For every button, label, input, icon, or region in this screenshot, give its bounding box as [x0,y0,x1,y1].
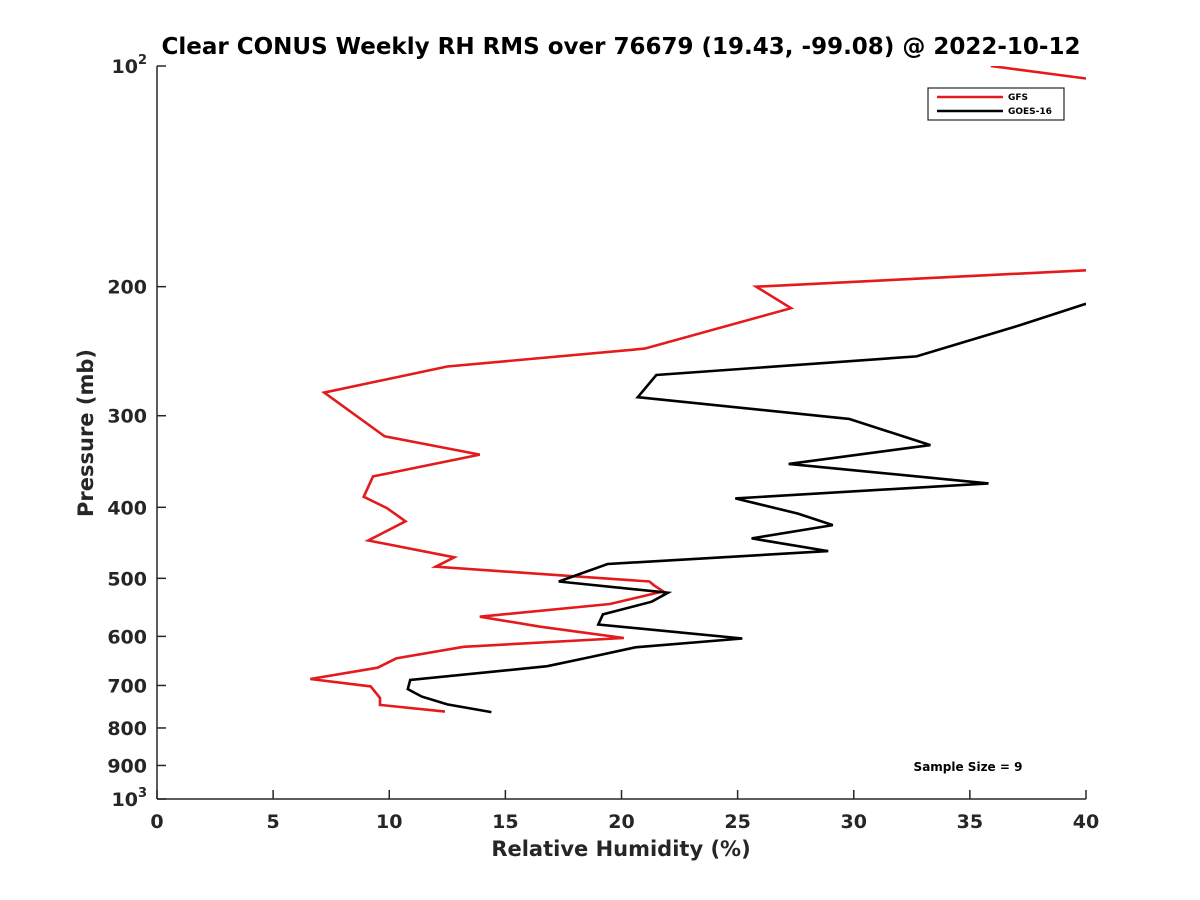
x-tick-label-3: 15 [492,811,518,833]
y-tick-label-9: 103 [112,786,148,811]
series-line-gfs-2 [310,269,1086,713]
x-tick-label-1: 5 [267,811,280,833]
y-axis-label: Pressure (mb) [74,349,98,517]
plot-area [157,66,1086,799]
series-layer [310,66,1086,714]
y-tick-label-7: 800 [107,718,147,740]
sample-size-annotation: Sample Size = 9 [914,760,1023,774]
x-tick-label-4: 20 [608,811,634,833]
y-tick-label-3: 400 [107,497,147,519]
legend: GFS GOES-16 [927,87,1065,121]
x-tick-label-8: 40 [1073,811,1099,833]
y-ticks: 102 200 300 400 500 600 700 800 900 103 [107,53,166,811]
y-tick-label-6: 700 [107,675,147,697]
y-tick-label-1: 200 [107,277,147,299]
x-tick-label-0: 0 [150,811,163,833]
chart-title: Clear CONUS Weekly RH RMS over 76679 (19… [162,34,1081,60]
x-tick-label-6: 30 [841,811,867,833]
y-tick-label-5: 600 [107,626,147,648]
x-axis-label: Relative Humidity (%) [491,837,750,861]
series-line-gfs-1 [990,66,1086,80]
y-tick-label-2: 300 [107,406,147,428]
y-tick-label-4: 500 [107,568,147,590]
legend-label-gfs: GFS [1008,93,1028,103]
x-tick-label-2: 10 [376,811,402,833]
legend-box [927,87,1065,121]
series-line-goes16-1 [406,302,1086,714]
y-tick-label-8: 900 [107,755,147,777]
x-tick-label-7: 35 [957,811,983,833]
x-tick-label-5: 25 [724,811,750,833]
legend-label-goes16: GOES-16 [1008,107,1052,117]
y-tick-label-0: 102 [112,53,148,78]
x-ticks: 0 5 10 15 20 25 30 35 40 [150,790,1099,833]
